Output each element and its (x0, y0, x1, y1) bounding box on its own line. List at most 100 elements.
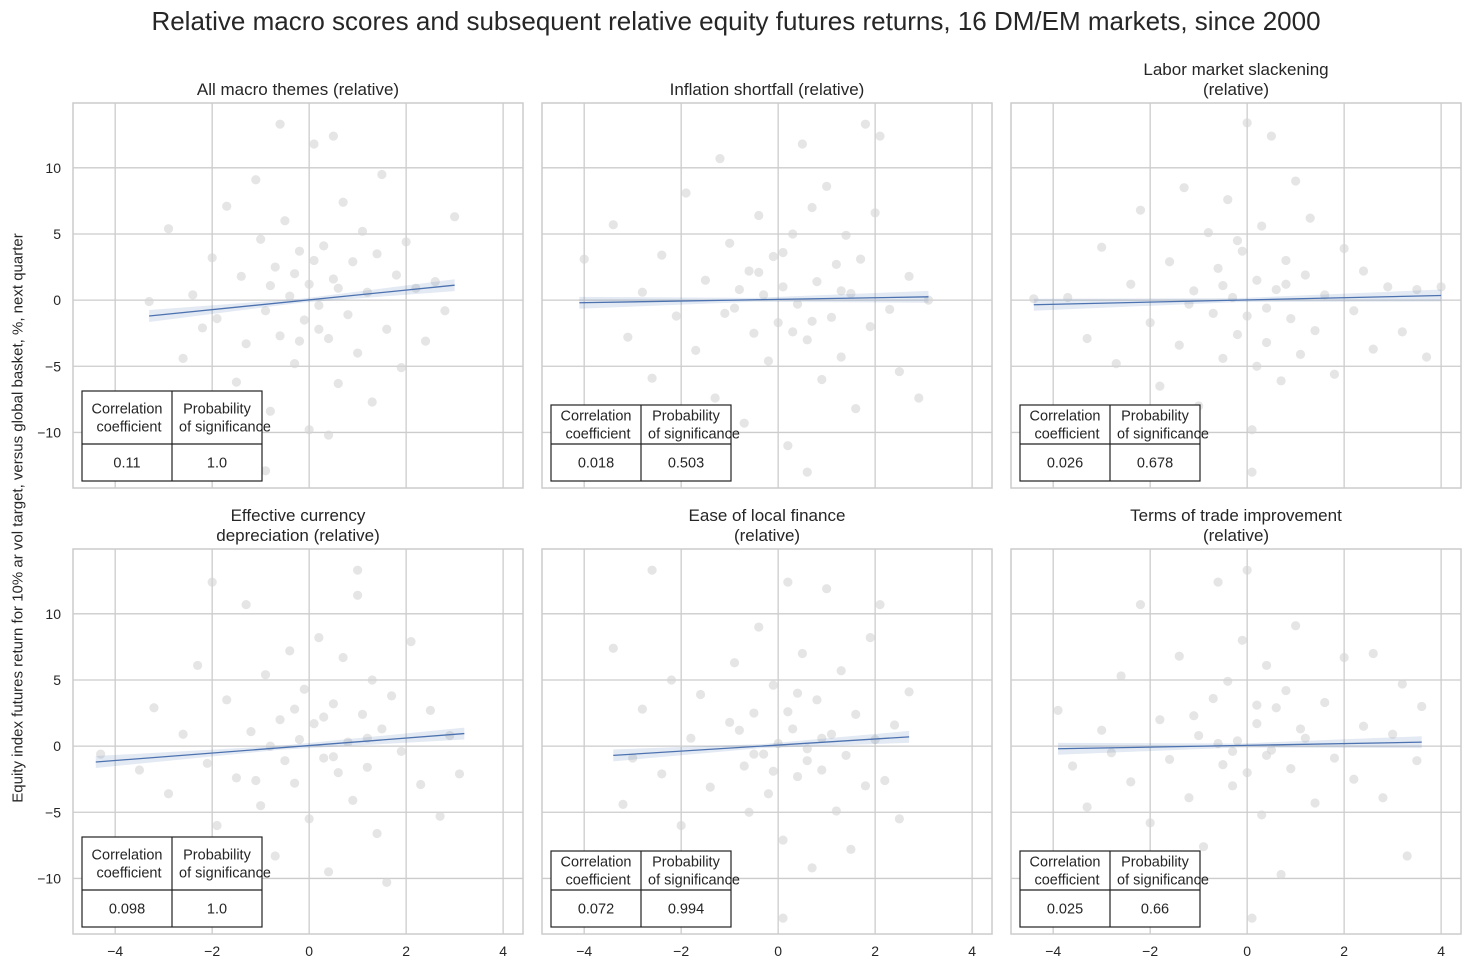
data-point (923, 295, 934, 305)
plot-frame (1010, 548, 1462, 935)
data-point (807, 202, 817, 213)
data-point (1266, 131, 1276, 141)
data-point (304, 425, 314, 435)
probability-value: 0.994 (668, 902, 704, 918)
data-point (323, 867, 334, 877)
data-point (851, 709, 861, 719)
data-point (440, 306, 450, 316)
data-point (338, 197, 348, 207)
regression-line (149, 284, 455, 317)
data-point (860, 119, 871, 129)
table-header-correlation: Correlation (92, 848, 163, 864)
data-point (1194, 730, 1204, 741)
stats-table: Correlation coefficient Probability of sign… (1019, 850, 1209, 928)
data-point (275, 715, 285, 725)
data-point (270, 262, 280, 272)
probability-value: 0.503 (668, 456, 704, 472)
data-point (1135, 599, 1146, 610)
data-point (1412, 284, 1422, 295)
plot-frame (541, 548, 993, 935)
data-point (836, 352, 846, 362)
data-point (1329, 753, 1340, 763)
data-point (270, 851, 280, 861)
data-point (1358, 721, 1369, 731)
data-point (207, 577, 217, 587)
plot-frame (72, 102, 524, 489)
data-point (1412, 756, 1422, 766)
table-header-probability: Probability (1121, 855, 1189, 871)
table-header-correlation: Correlation (561, 855, 632, 871)
data-point (1067, 761, 1078, 771)
data-point (579, 254, 589, 264)
data-point (1189, 286, 1199, 296)
data-point (802, 335, 812, 345)
subplot-title: All macro themes (relative) (197, 80, 399, 99)
data-point (1320, 290, 1330, 300)
data-point (290, 269, 300, 279)
data-point (391, 270, 402, 280)
data-point (826, 312, 837, 322)
data-point (739, 761, 749, 771)
data-point (1106, 748, 1116, 758)
data-point (163, 789, 174, 799)
data-point (357, 226, 368, 236)
data-point (1257, 221, 1267, 231)
y-tick-label: −10 (37, 870, 61, 886)
data-point (836, 666, 846, 676)
data-point (768, 251, 778, 262)
data-point (822, 584, 832, 594)
data-point (260, 466, 271, 476)
x-tick-label: −2 (204, 943, 220, 959)
table-header-correlation: coefficient (96, 420, 161, 436)
x-tick-label: 2 (871, 943, 879, 959)
probability-value: 0.678 (1137, 456, 1173, 472)
data-point (686, 733, 696, 743)
correlation-value: 0.072 (578, 902, 614, 918)
data-point (294, 336, 305, 346)
data-point (1291, 176, 1301, 186)
data-point (445, 730, 455, 741)
data-point (783, 441, 793, 451)
table-header-probability: of significance (179, 866, 271, 882)
stats-table: Correlation coefficient Probability of sign… (1019, 404, 1209, 482)
table-header-correlation: Correlation (92, 402, 163, 418)
data-point (178, 353, 188, 363)
data-point (396, 363, 406, 373)
data-point (1378, 793, 1388, 803)
data-point (744, 266, 754, 276)
data-point (778, 247, 788, 258)
data-point (1368, 648, 1378, 659)
data-point (1397, 679, 1407, 689)
data-point (357, 709, 368, 719)
data-point (1111, 359, 1121, 369)
data-point (914, 393, 924, 403)
table-header-probability: of significance (648, 873, 740, 889)
regression-line (579, 296, 929, 304)
data-point (1126, 777, 1136, 787)
data-point (96, 749, 106, 759)
data-point (382, 324, 392, 334)
data-point (788, 229, 798, 239)
data-point (134, 765, 145, 775)
table-header-correlation: coefficient (1034, 427, 1099, 443)
table-header-correlation: coefficient (565, 873, 630, 889)
probability-value: 1.0 (207, 456, 227, 472)
y-tick-label: 10 (45, 160, 61, 176)
data-point (768, 680, 778, 690)
subplot-title: Inflation shortfall (relative) (670, 80, 865, 99)
data-point (1223, 676, 1233, 686)
data-point (1310, 325, 1320, 336)
data-point (280, 216, 290, 226)
data-point (406, 637, 416, 647)
data-point (212, 314, 222, 324)
data-point (222, 201, 232, 211)
data-point (865, 633, 875, 643)
data-point (1179, 183, 1189, 193)
data-point (885, 304, 895, 314)
data-point (1247, 913, 1257, 923)
y-tick-label: −5 (45, 804, 61, 820)
data-point (870, 208, 880, 218)
data-point (280, 756, 290, 766)
data-point (1252, 700, 1262, 710)
